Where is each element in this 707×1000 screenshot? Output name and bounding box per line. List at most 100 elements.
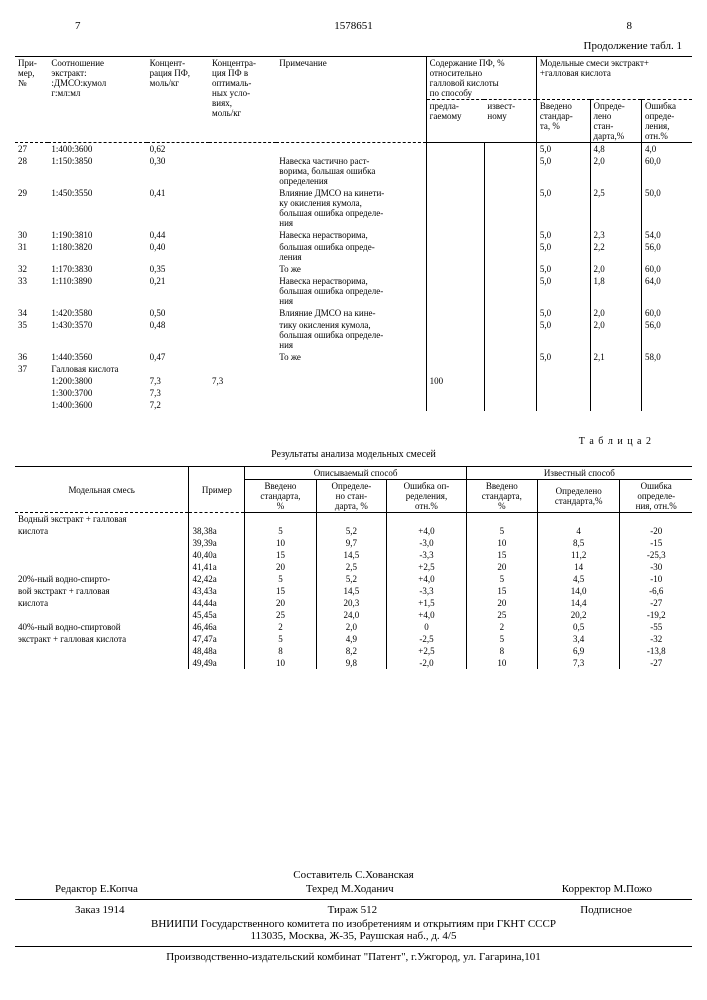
cell xyxy=(484,375,536,387)
cell: 29 xyxy=(15,187,48,229)
cell: 15 xyxy=(245,549,316,561)
cell xyxy=(15,609,189,621)
cell: 20 xyxy=(245,561,316,573)
table-row: 291:450:35500,41Влияние ДМСО на кинети-к… xyxy=(15,187,692,229)
t1-h-intro: Введеностандар-та, % xyxy=(536,100,590,143)
cell: Галловая кислота xyxy=(48,363,146,375)
cell: 8,5 xyxy=(537,537,620,549)
cell xyxy=(245,513,316,526)
cell: Навеска нерастворима,большая ошибка опре… xyxy=(276,275,426,307)
table-row: 321:170:38300,35То же5,02,060,0 xyxy=(15,263,692,275)
cell xyxy=(484,229,536,241)
table-row: 48,48а88,2+2,586,9-13,8 xyxy=(15,645,692,657)
cell xyxy=(209,229,276,241)
cell: 11,2 xyxy=(537,549,620,561)
order: Заказ 1914 xyxy=(75,904,125,916)
cell: 5,0 xyxy=(536,307,590,319)
cell: 2,5 xyxy=(316,561,387,573)
cell: 7,2 xyxy=(147,399,209,411)
cell: 60,0 xyxy=(641,263,692,275)
cell: 5 xyxy=(466,633,537,645)
cell: 2,1 xyxy=(590,351,641,363)
cell: 0,50 xyxy=(147,307,209,319)
cell xyxy=(15,645,189,657)
cell: 14 xyxy=(537,561,620,573)
cell: 6,9 xyxy=(537,645,620,657)
cell: 30 xyxy=(15,229,48,241)
cell: 5 xyxy=(245,525,316,537)
table-row: 311:180:38200,40большая ошибка опреде-ле… xyxy=(15,241,692,263)
table-row: 20%-ный водно-спирто-42,42а55,2+4,054,5-… xyxy=(15,573,692,585)
cell: 40%-ный водно-спиртовой xyxy=(15,621,189,633)
cell: 10 xyxy=(466,537,537,549)
cell: 10 xyxy=(466,657,537,669)
cell: -3,3 xyxy=(387,585,467,597)
cell: +1,5 xyxy=(387,597,467,609)
cell: 2,5 xyxy=(590,187,641,229)
cell: 1:110:3890 xyxy=(48,275,146,307)
t2-h-c: Ошибка оп-ределения,отн.% xyxy=(387,480,467,513)
cell: Влияние ДМСО на кинети-ку окисления кумо… xyxy=(276,187,426,229)
cell xyxy=(15,549,189,561)
cell: 0,48 xyxy=(147,319,209,351)
cell: 49,49а xyxy=(189,657,245,669)
t2-h-d: Введеностандарта,% xyxy=(466,480,537,513)
cell: 1:180:3820 xyxy=(48,241,146,263)
cell: -2,5 xyxy=(387,633,467,645)
cell: 0,47 xyxy=(147,351,209,363)
cell: 58,0 xyxy=(641,351,692,363)
cell: -20 xyxy=(620,525,692,537)
t1-h-known: извест-ному xyxy=(484,100,536,143)
cell xyxy=(484,275,536,307)
cell: 0,21 xyxy=(147,275,209,307)
cell: 1:430:3570 xyxy=(48,319,146,351)
cell: 33 xyxy=(15,275,48,307)
cell: 5,0 xyxy=(536,229,590,241)
cell xyxy=(209,187,276,229)
cell: 1:170:3830 xyxy=(48,263,146,275)
cell: 35 xyxy=(15,319,48,351)
cell xyxy=(276,399,426,411)
cell: 3,4 xyxy=(537,633,620,645)
t2-h-primer: Пример xyxy=(189,467,245,513)
cell: -32 xyxy=(620,633,692,645)
cell: 2,0 xyxy=(316,621,387,633)
cell: 15 xyxy=(466,549,537,561)
cell xyxy=(484,263,536,275)
cell xyxy=(590,399,641,411)
cell: 0,30 xyxy=(147,155,209,187)
cell: 1:400:3600 xyxy=(48,399,146,411)
t1-h-model: Модельные смеси экстракт++галловая кисло… xyxy=(536,57,692,100)
cell xyxy=(484,241,536,263)
doc-number: 1578651 xyxy=(334,20,373,32)
org1: ВНИИПИ Государственного комитета по изоб… xyxy=(15,918,692,930)
t2-h-e: Определеностандарта,% xyxy=(537,480,620,513)
cell: 4,5 xyxy=(537,573,620,585)
cell: 44,44а xyxy=(189,597,245,609)
cell xyxy=(641,399,692,411)
cell: 28 xyxy=(15,155,48,187)
cell: 14,5 xyxy=(316,585,387,597)
cell: 1:400:3600 xyxy=(48,143,146,156)
cell xyxy=(209,351,276,363)
techred: Техред М.Ходанич xyxy=(306,883,394,895)
cell xyxy=(209,241,276,263)
table-row: вой экстракт + галловая43,43а1514,5-3,31… xyxy=(15,585,692,597)
table-row: 40,40а1514,5-3,31511,2-25,3 xyxy=(15,549,692,561)
cell xyxy=(426,241,484,263)
cell: -2,0 xyxy=(387,657,467,669)
cell: 14,5 xyxy=(316,549,387,561)
continuation-label: Продолжение табл. 1 xyxy=(15,40,682,52)
table-row: Водный экстракт + галловая xyxy=(15,513,692,526)
table-row: 41,41а202,5+2,52014-30 xyxy=(15,561,692,573)
cell: -3,0 xyxy=(387,537,467,549)
cell xyxy=(536,363,590,375)
t1-h-err: Ошибкаопреде-ления,отн.% xyxy=(641,100,692,143)
cell: 56,0 xyxy=(641,319,692,351)
cell: 14,0 xyxy=(537,585,620,597)
table-row: 49,49а109,8-2,0107,3-27 xyxy=(15,657,692,669)
cell: 100 xyxy=(426,375,484,387)
cell: 5,0 xyxy=(536,241,590,263)
page-header: 7 1578651 8 xyxy=(75,20,632,32)
cell: 0,40 xyxy=(147,241,209,263)
